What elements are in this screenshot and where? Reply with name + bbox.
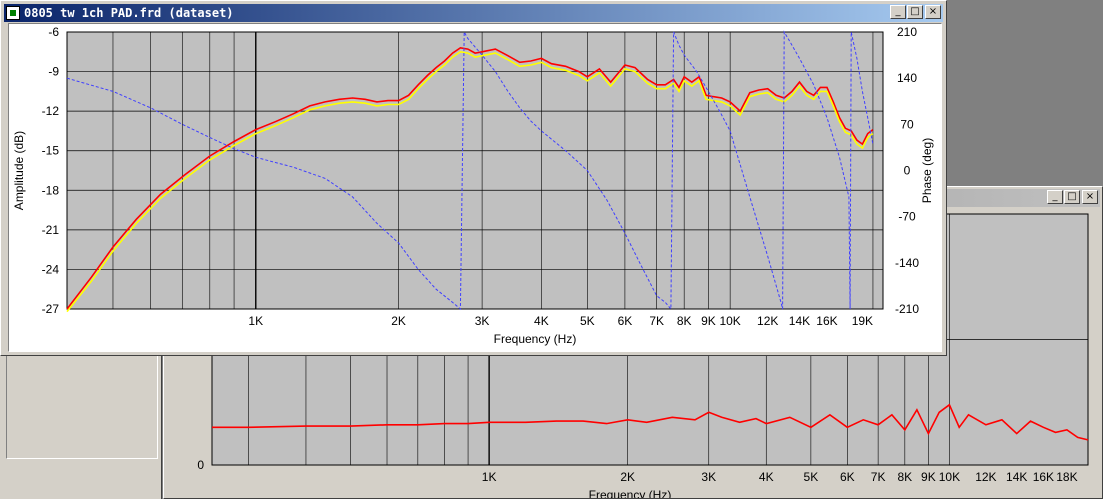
x-tick-label: 10K	[719, 314, 740, 328]
x-tick-label: 3K	[475, 314, 490, 328]
x-tick-label: 8K	[677, 314, 692, 328]
main-chart: -6 -9 -12 -15 -18 -21 -24 -27 210 140 70 0 -70 -140 -2…	[12, 25, 934, 346]
x-axis-label: Frequency (Hz)	[494, 332, 577, 346]
amplitude-series-line	[66, 50, 874, 313]
main-window-titlebar[interactable]: 0805 tw 1ch PAD.frd (dataset) _ □ ×	[4, 4, 943, 22]
y2-tick-label: -140	[895, 256, 919, 270]
x-tick-label: 5K	[580, 314, 595, 328]
main-window: 0805 tw 1ch PAD.frd (dataset) _ □ × -6 -9…	[0, 0, 947, 356]
x-tick-label: 2K	[391, 314, 406, 328]
x-tick-label: 14K	[1006, 470, 1027, 484]
y2-tick-label: 70	[900, 117, 914, 131]
amplitude-series-line	[66, 46, 874, 310]
x-tick-label: 16K	[816, 314, 837, 328]
y-tick-label: -12	[42, 104, 60, 118]
y-tick-label: -27	[42, 302, 60, 316]
x-tick-label: 3K	[701, 470, 716, 484]
x-tick-label: 6K	[618, 314, 633, 328]
x-tick-label: 9K	[921, 470, 936, 484]
x-tick-label: 7K	[649, 314, 664, 328]
minimize-icon[interactable]: _	[1047, 190, 1063, 204]
x-tick-label: 14K	[789, 314, 810, 328]
x-tick-label: 10K	[939, 470, 960, 484]
x-tick-label: 12K	[975, 470, 996, 484]
x-tick-label: 4K	[534, 314, 549, 328]
y2-axis-label: Phase (deg)	[920, 138, 934, 203]
side-panel	[0, 350, 162, 499]
y-tick-label: -6	[48, 25, 59, 39]
y2-tick-label: 140	[897, 71, 917, 85]
x-tick-label: 4K	[759, 470, 774, 484]
x-tick-label: 1K	[482, 470, 497, 484]
y-tick-label: -9	[48, 65, 59, 79]
close-icon[interactable]: ×	[925, 5, 941, 19]
phase-series-line	[66, 30, 874, 311]
y-tick-label: -15	[42, 144, 60, 158]
y-tick-label: -21	[42, 223, 60, 237]
x-axis-label: Frequency (Hz)	[589, 488, 672, 498]
x-tick-label: 18K	[1056, 470, 1077, 484]
x-tick-label: 9K	[701, 314, 716, 328]
amplitude-series-line	[212, 403, 1089, 441]
y2-tick-label: -210	[895, 302, 919, 316]
x-tick-label: 2K	[620, 470, 635, 484]
plot-area	[66, 31, 884, 310]
x-tick-label: 19K	[852, 314, 873, 328]
y2-tick-label: 210	[897, 25, 917, 39]
side-panel-inner	[6, 353, 158, 459]
y-tick-label: 0	[197, 458, 204, 472]
y-tick-label: -24	[42, 262, 60, 276]
minimize-icon[interactable]: _	[890, 5, 906, 19]
maximize-icon[interactable]: □	[907, 5, 923, 19]
y-tick-label: -18	[42, 183, 60, 197]
x-tick-label: 12K	[757, 314, 778, 328]
x-tick-label: 5K	[804, 470, 819, 484]
x-tick-label: 16K	[1033, 470, 1054, 484]
x-tick-label: 6K	[840, 470, 855, 484]
x-tick-label: 8K	[897, 470, 912, 484]
x-tick-label: 1K	[248, 314, 263, 328]
x-tick-label: 7K	[871, 470, 886, 484]
close-icon[interactable]: ×	[1082, 190, 1098, 204]
y-axis-label: Amplitude (dB)	[12, 131, 26, 210]
window-title: 0805 tw 1ch PAD.frd (dataset)	[24, 6, 234, 20]
app-icon[interactable]	[6, 6, 20, 20]
chart-area: -6 -9 -12 -15 -18 -21 -24 -27 210 140 70 0 -70 -140 -2…	[8, 23, 942, 352]
maximize-icon[interactable]: □	[1064, 190, 1080, 204]
y2-tick-label: 0	[904, 164, 911, 178]
y2-tick-label: -70	[898, 210, 916, 224]
